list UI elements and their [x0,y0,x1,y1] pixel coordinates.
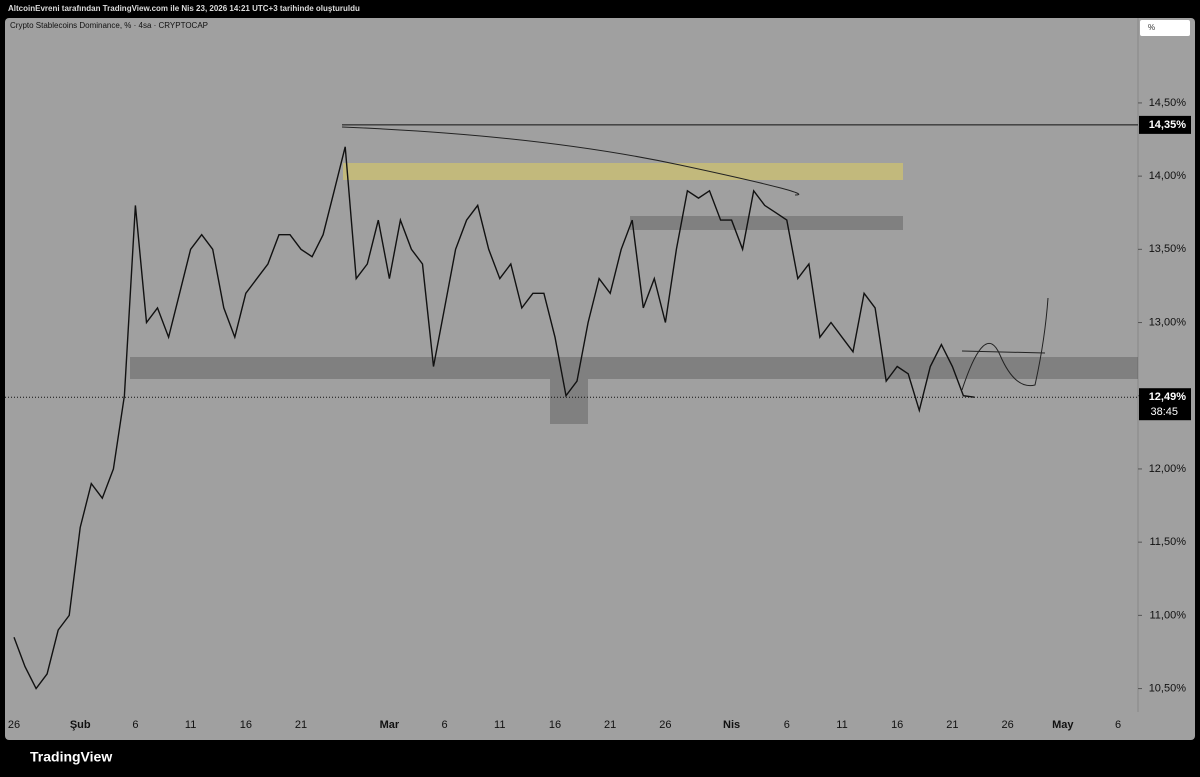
y-tick-label: 14,00% [1149,170,1187,182]
x-tick-label: 6 [1115,719,1121,731]
price-line [13,146,975,690]
x-tick-label: 26 [8,719,20,731]
level-label: 12,49% [1149,391,1187,403]
chart-panel [5,18,1195,740]
y-tick-label: 11,00% [1150,609,1187,621]
x-tick-label: 21 [946,719,958,731]
zone [630,216,903,230]
drawing [961,297,1049,391]
x-tick-label: Şub [70,719,91,731]
x-tick-label: Mar [380,719,400,731]
x-tick-label: 16 [891,719,903,731]
y-tick-label: 14,50% [1149,97,1187,109]
x-tick-label: 6 [784,719,790,731]
x-tick-label: May [1052,719,1074,731]
chart-title: Crypto Stablecoins Dominance, % · 4sa · … [10,21,208,30]
x-tick-label: 11 [494,719,505,731]
y-tick-label: 12,00% [1149,463,1187,475]
x-tick-label: 11 [185,719,196,731]
x-tick-label: 26 [659,719,671,731]
scale-button-label[interactable]: % [1148,23,1155,32]
zone [550,379,588,424]
y-tick-label: 11,50% [1150,536,1187,548]
x-tick-label: 11 [836,719,847,731]
x-tick-label: 6 [441,719,447,731]
x-tick-label: 21 [604,719,616,731]
y-tick-label: 13,50% [1149,243,1187,255]
x-tick-label: 16 [549,719,561,731]
zone [343,163,903,180]
x-tick-label: 26 [1001,719,1013,731]
x-tick-label: 6 [132,719,138,731]
level-tag [1139,115,1191,134]
x-tick-label: 16 [240,719,252,731]
brand: TradingView [30,749,112,765]
drawing [341,126,800,196]
y-tick-label: 10,50% [1149,682,1187,694]
drawing [961,350,1046,354]
footer [0,742,1200,777]
zone [130,357,1138,379]
level-label: 14,35% [1149,119,1187,131]
header: AltcoinEvreni tarafından TradingView.com… [8,4,360,13]
x-tick-label: 21 [295,719,307,731]
scale-button[interactable] [1140,20,1190,36]
level-tag [1139,388,1191,421]
countdown: 38:45 [1150,406,1178,418]
x-tick-label: Nis [723,719,740,731]
y-tick-label: 13,00% [1149,316,1187,328]
